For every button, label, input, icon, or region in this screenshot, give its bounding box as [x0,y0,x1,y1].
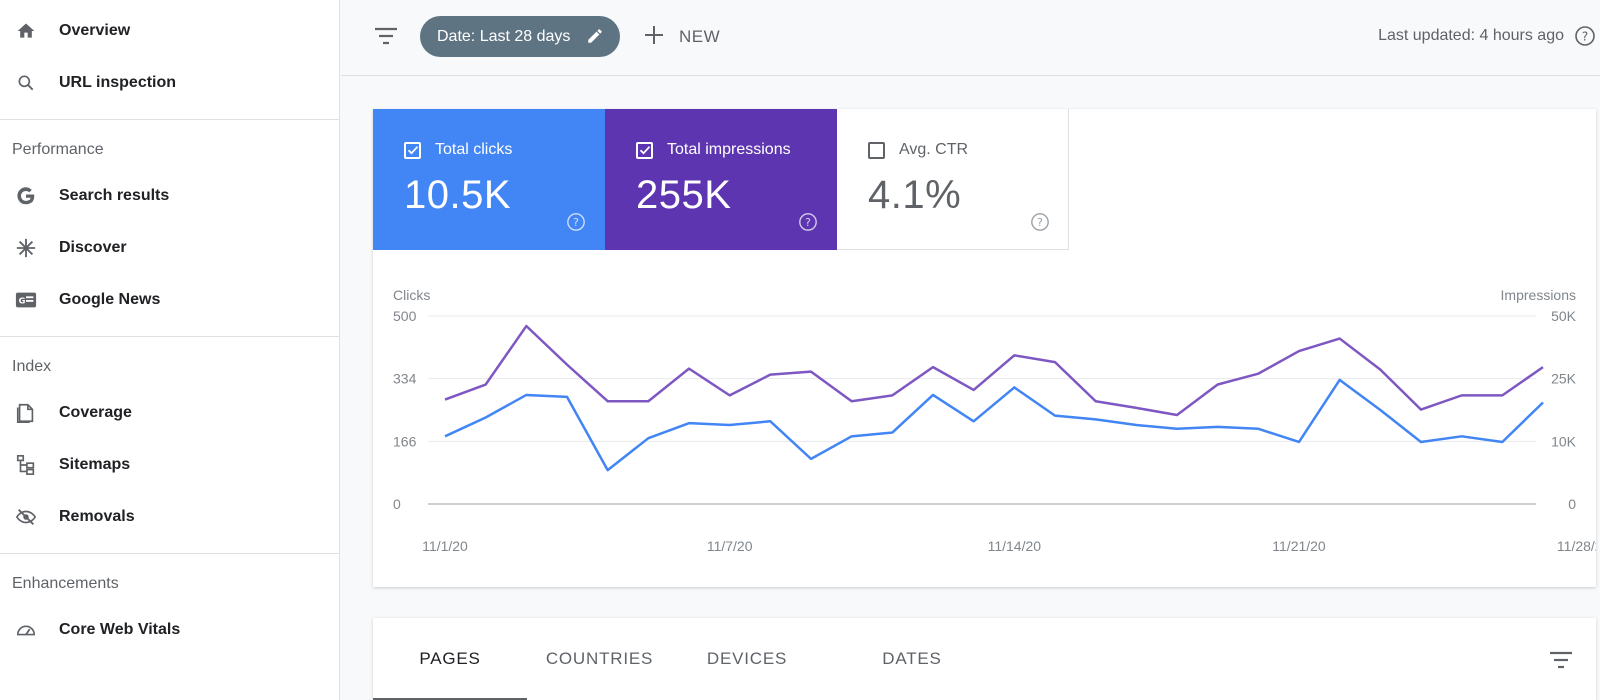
sidebar-item-discover[interactable]: Discover [0,222,339,274]
y-tick-label-right: 25K [1551,371,1577,387]
active-tab-indicator [373,698,527,700]
tabs-bar: PAGES COUNTRIES DEVICES DATES [373,618,1596,700]
metric-avg-ctr[interactable]: Avg. CTR 4.1% ? [837,109,1069,250]
sidebar-item-search-results[interactable]: Search results [0,170,339,222]
sidebar-item-label: Google News [59,291,161,308]
home-icon [14,19,38,43]
top-bar: Date: Last 28 days NEW Last updated: 4 h… [341,0,1600,76]
filter-icon[interactable] [373,24,399,48]
checkbox-checked-icon[interactable] [404,141,421,159]
sidebar-item-coverage[interactable]: Coverage [0,387,339,439]
metric-label: Total impressions [667,141,791,158]
x-tick-label: 11/1/20 [422,538,468,554]
section-header-performance: Performance [12,141,104,158]
y-axis-title-left: Clicks [393,287,430,303]
svg-text:G: G [19,296,26,306]
sidebar-item-sitemaps[interactable]: Sitemaps [0,439,339,491]
y-tick-label-left: 0 [393,496,401,512]
svg-text:?: ? [1037,216,1043,229]
date-range-chip[interactable]: Date: Last 28 days [420,16,620,57]
sitemap-icon [14,453,38,477]
edit-icon [586,27,604,50]
help-icon[interactable]: ? [1574,25,1596,52]
metric-label: Total clicks [435,141,513,158]
sidebar-divider [0,119,339,120]
last-updated-text: Last updated: 4 hours ago [1378,27,1564,44]
help-icon[interactable]: ? [798,212,818,237]
section-header-enhancements: Enhancements [12,575,119,592]
asterisk-icon [14,236,38,260]
sidebar-item-label: Core Web Vitals [59,621,181,638]
sidebar-item-url-inspection[interactable]: URL inspection [0,57,339,109]
sidebar-item-google-news[interactable]: G Google News [0,274,339,326]
performance-card: Total clicks 10.5K ? Total impressions 2… [373,109,1596,587]
y-tick-label-left: 500 [393,308,417,324]
speedometer-icon [14,618,38,642]
sidebar-divider [0,336,339,337]
performance-chart: Clicks Impressions 0 0 166 10K 334 25K 500 50K 11/… [393,287,1596,554]
help-icon[interactable]: ? [1030,212,1050,237]
sidebar-item-label: Removals [59,508,135,525]
tab-dates[interactable]: DATES [882,649,942,668]
sidebar-item-label: Search results [59,187,170,204]
checkbox-unchecked-icon[interactable] [868,141,885,159]
tab-countries[interactable]: COUNTRIES [545,649,654,668]
metric-value: 255K [636,173,732,217]
table-filter-icon[interactable] [1548,648,1574,677]
x-tick-label: 11/21/20 [1272,538,1326,554]
sidebar-item-label: Overview [59,22,131,39]
google-g-icon [14,184,38,208]
y-tick-label-left: 334 [393,371,417,387]
plus-icon [643,24,665,51]
checkbox-checked-icon[interactable] [636,141,653,159]
eye-off-icon [14,505,38,529]
y-tick-label-right: 10K [1551,433,1577,449]
metric-value: 10.5K [404,173,512,217]
search-icon [14,71,38,95]
tab-devices[interactable]: DEVICES [706,649,788,668]
sidebar-item-removals[interactable]: Removals [0,491,339,543]
new-button-label: NEW [679,27,721,46]
series-line-clicks [444,378,1544,472]
date-chip-label: Date: Last 28 days [437,27,571,45]
sidebar-item-overview[interactable]: Overview [0,5,339,57]
x-tick-label: 11/7/20 [707,538,753,554]
sidebar-item-label: URL inspection [59,74,177,91]
svg-text:?: ? [805,216,811,229]
tab-pages[interactable]: PAGES [419,649,481,668]
metric-value: 4.1% [868,173,962,217]
metric-total-clicks[interactable]: Total clicks 10.5K ? [373,109,605,250]
section-header-index: Index [12,358,52,375]
copy-pages-icon [14,401,38,425]
svg-text:?: ? [1582,30,1588,44]
y-tick-label-left: 166 [393,433,417,449]
sidebar-item-label: Coverage [59,404,132,421]
new-filter-button[interactable]: NEW [643,22,720,52]
y-tick-label-right: 0 [1568,496,1576,512]
sidebar-item-label: Discover [59,239,127,256]
sidebar-item-core-web-vitals[interactable]: Core Web Vitals [0,604,339,656]
series-line-impressions [444,324,1544,417]
metric-label: Avg. CTR [899,141,969,158]
google-news-icon: G [14,288,38,312]
svg-text:?: ? [573,216,579,229]
y-axis-title-right: Impressions [1501,287,1576,303]
help-icon[interactable]: ? [566,212,586,237]
y-tick-label-right: 50K [1551,308,1577,324]
sidebar-divider [0,553,339,554]
x-tick-label: 11/28/20 [1557,538,1596,554]
metric-total-impressions[interactable]: Total impressions 255K ? [605,109,837,250]
x-tick-label: 11/14/20 [988,538,1042,554]
sidebar-item-label: Sitemaps [59,456,131,473]
sidebar: Overview URL inspection Performance Sear… [0,0,340,700]
